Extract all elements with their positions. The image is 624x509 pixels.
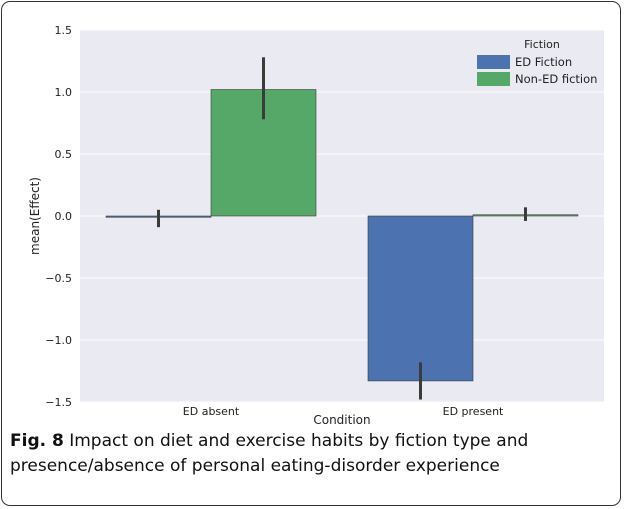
y-tick-label: −0.5: [45, 272, 72, 285]
bar: [367, 215, 474, 382]
legend-swatch-non-ed-fiction: [477, 72, 510, 86]
error-bars: [157, 57, 527, 400]
figure-caption: Fig. 8 Impact on diet and exercise habit…: [10, 429, 610, 479]
figure-caption-text: Impact on diet and exercise habits by fi…: [10, 431, 529, 476]
y-tick-label: −1.5: [45, 396, 72, 409]
legend-title: Fiction: [524, 38, 560, 51]
y-axis-label: mean(Effect): [28, 177, 42, 255]
y-tick-label: 0.5: [55, 148, 73, 161]
legend: Fiction ED Fiction Non-ED fiction: [477, 38, 597, 86]
x-axis-label: Condition: [313, 413, 370, 427]
x-tick-labels: ED absent ED present: [183, 405, 504, 418]
y-tick-labels: 1.5 1.0 0.5 0.0 −0.5 −1.0 −1.5: [45, 24, 72, 409]
x-tick-label: ED present: [443, 405, 504, 418]
legend-label-non-ed-fiction: Non-ED fiction: [515, 72, 597, 86]
legend-label-ed-fiction: ED Fiction: [515, 55, 572, 69]
legend-swatch-ed-fiction: [477, 55, 510, 69]
y-tick-label: 1.5: [55, 24, 73, 37]
y-tick-label: −1.0: [45, 334, 72, 347]
y-tick-label: 1.0: [55, 86, 73, 99]
x-tick-label: ED absent: [183, 405, 240, 418]
figure-caption-label: Fig. 8: [10, 431, 64, 451]
y-tick-label: 0.0: [55, 210, 73, 223]
